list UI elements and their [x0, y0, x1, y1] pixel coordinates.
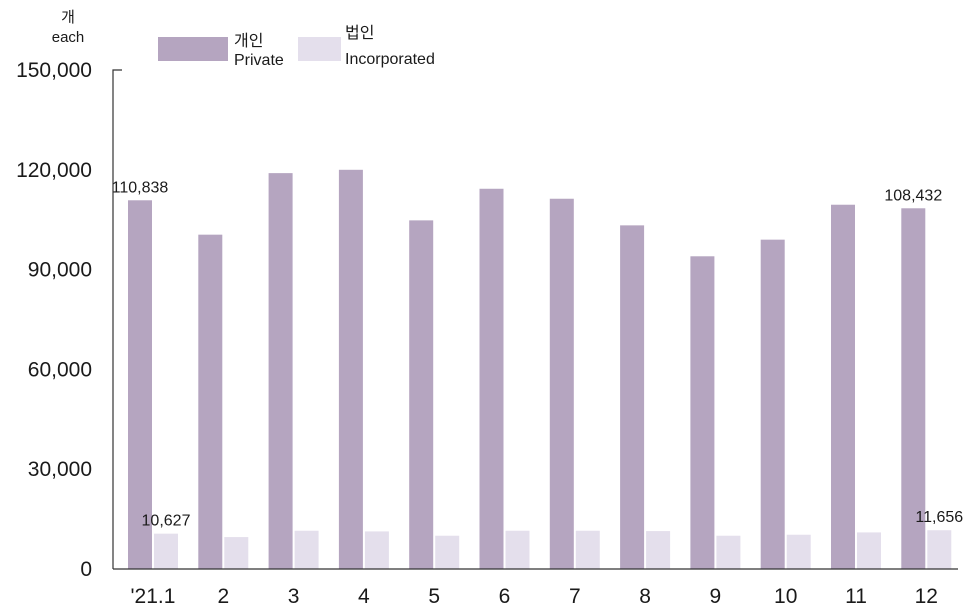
bar-incorporated: [646, 531, 671, 569]
x-tick-label: 2: [217, 585, 229, 608]
bars: [128, 169, 952, 570]
bar-private: [831, 204, 855, 570]
bar-private: [690, 256, 715, 569]
data-label: 108,432: [884, 187, 942, 204]
bar-incorporated: [435, 535, 460, 569]
x-tick-label: 3: [288, 585, 300, 608]
bar-private: [409, 220, 434, 569]
bar-incorporated: [154, 533, 178, 569]
y-tick-label: 120,000: [16, 159, 92, 182]
bar-incorporated: [224, 537, 249, 569]
bar-private: [198, 234, 223, 570]
legend-swatch-private: [158, 37, 228, 61]
x-tick-label: 10: [774, 585, 797, 608]
legend-swatch-incorporated: [298, 37, 341, 61]
data-label: 11,656: [915, 509, 963, 526]
bar-incorporated: [716, 535, 741, 569]
bar-incorporated: [294, 530, 319, 569]
legend-label-private-ko: 개인: [234, 32, 263, 50]
legend-label-incorporated-ko: 법인: [345, 24, 374, 42]
y-axis-ticks: 0 30,000 60,000 90,000 120,000 150,000: [16, 59, 92, 581]
bar-private: [338, 169, 363, 570]
y-axis-line: [112, 69, 122, 569]
x-tick-label: 6: [499, 585, 511, 608]
y-tick-label: 90,000: [28, 259, 92, 282]
y-tick-label: 0: [80, 558, 92, 581]
bar-private: [760, 239, 785, 569]
x-tick-label: '21.1: [131, 585, 176, 608]
data-label: 10,627: [142, 513, 191, 530]
bar-private: [901, 208, 926, 569]
y-tick-label: 60,000: [28, 358, 92, 381]
y-tick-label: 30,000: [28, 458, 92, 481]
bar-incorporated: [786, 534, 811, 569]
unit-label-ko: 개: [61, 9, 75, 26]
x-tick-label: 12: [915, 585, 938, 608]
unit-label-en: each: [52, 29, 85, 46]
x-tick-label: 4: [358, 585, 370, 608]
x-tick-label: 5: [428, 585, 440, 608]
bar-incorporated: [575, 530, 600, 569]
data-label: 110,838: [112, 179, 169, 196]
bar-private: [268, 173, 293, 570]
legend: 개인 Private 법인 Incorporated: [158, 24, 435, 69]
bar-private: [128, 200, 152, 569]
legend-label-incorporated-en: Incorporated: [345, 51, 435, 68]
x-tick-label: 8: [639, 585, 651, 608]
x-tick-label: 9: [710, 585, 722, 608]
legend-label-private-en: Private: [234, 52, 284, 69]
bar-incorporated: [927, 530, 952, 569]
data-labels: 110,838 108,432 10,627 11,656: [112, 179, 964, 529]
bar-incorporated: [505, 530, 530, 569]
bar-private: [549, 198, 574, 569]
x-tick-label: 7: [569, 585, 581, 608]
bar-private: [620, 225, 645, 569]
bar-incorporated: [364, 531, 389, 569]
bar-incorporated: [857, 532, 881, 569]
y-tick-label: 150,000: [16, 59, 92, 82]
x-tick-label: 11: [845, 585, 867, 608]
x-axis-ticks: '21.1 2 3 4 5 6 7 8 9 10 11 12: [131, 585, 938, 608]
bar-private: [479, 188, 504, 569]
